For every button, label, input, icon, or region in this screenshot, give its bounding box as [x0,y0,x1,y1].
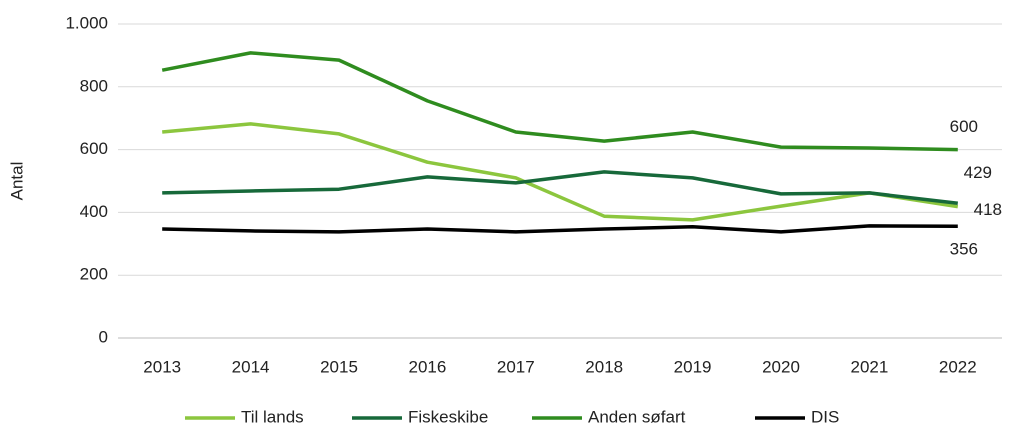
y-tick-label: 200 [80,265,108,284]
legend-label: Anden søfart [588,407,686,426]
x-tick-label: 2015 [320,357,358,376]
legend-label: Fiskeskibe [408,407,488,426]
series-line [161,51,958,152]
data-label: 429 [964,163,992,182]
y-tick-label: 0 [99,327,108,346]
x-tick-label: 2022 [939,357,977,376]
x-tick-label: 2020 [762,357,800,376]
x-tick-label: 2017 [497,357,535,376]
x-tick-label: 2013 [143,357,181,376]
y-axis-label: Antal [7,162,26,201]
data-label: 356 [950,240,978,259]
data-label: 418 [974,200,1002,219]
x-tick-label: 2016 [408,357,446,376]
y-tick-label: 600 [80,139,108,158]
data-label: 600 [950,117,978,136]
x-tick-label: 2021 [850,357,888,376]
series-line [162,170,959,206]
legend-label: Til lands [241,407,304,426]
series-line [162,224,958,234]
y-tick-label: 1.000 [65,13,108,32]
x-tick-label: 2019 [674,357,712,376]
y-tick-label: 400 [80,202,108,221]
y-tick-label: 800 [80,76,108,95]
x-tick-label: 2018 [585,357,623,376]
x-tick-label: 2014 [232,357,270,376]
legend-label: DIS [811,407,839,426]
series-line [162,122,959,222]
